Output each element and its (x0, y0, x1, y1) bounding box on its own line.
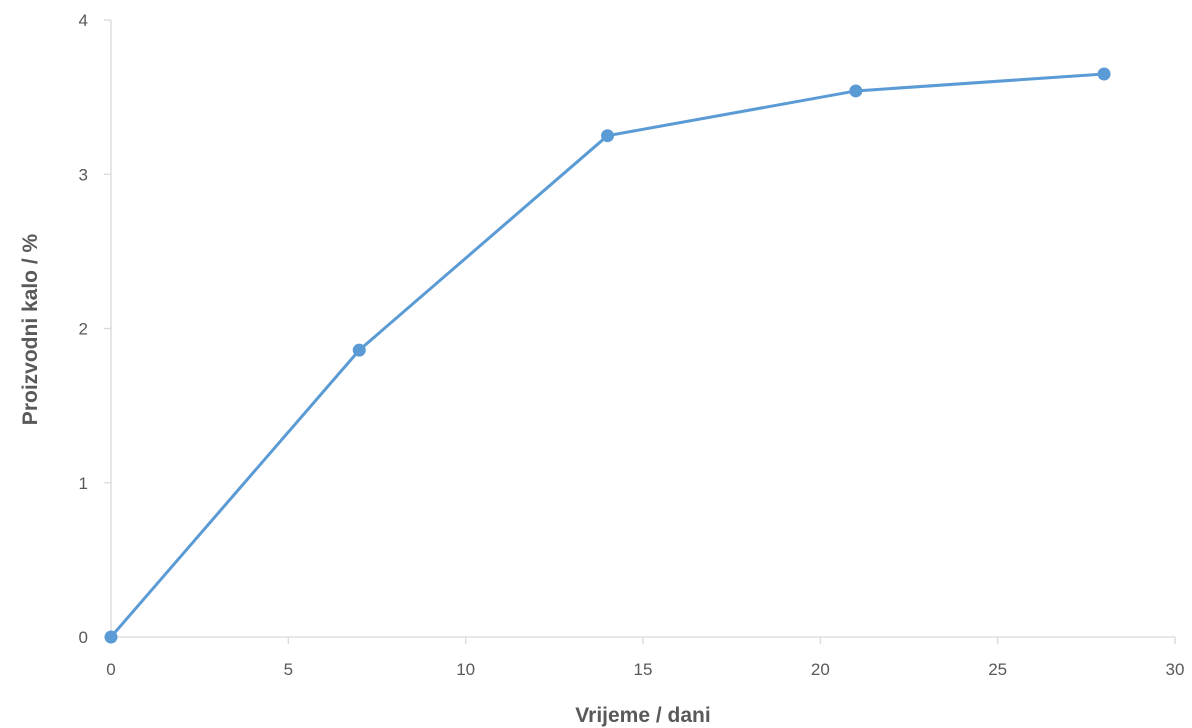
y-tick-label: 4 (79, 11, 88, 30)
data-point (1097, 67, 1111, 81)
tick-labels: 0 1 2 3 4 0 5 10 15 20 25 30 (79, 11, 1185, 679)
y-tick-label: 2 (79, 320, 88, 339)
y-tick-label: 0 (79, 628, 88, 647)
x-tick-label: 5 (284, 660, 293, 679)
data-series (104, 67, 1111, 644)
x-axis-title: Vrijeme / dani (575, 704, 710, 727)
x-tick-label: 10 (456, 660, 475, 679)
data-point (849, 84, 863, 98)
y-tick-label: 3 (79, 165, 88, 184)
data-point (601, 129, 615, 143)
x-tick-label: 25 (988, 660, 1007, 679)
x-tick-label: 15 (634, 660, 653, 679)
data-point (352, 343, 366, 357)
x-tick-label: 30 (1166, 660, 1185, 679)
x-tick-label: 0 (106, 660, 115, 679)
data-point (104, 630, 118, 644)
y-tick-label: 1 (79, 474, 88, 493)
y-axis-title: Proizvodni kalo / % (19, 233, 42, 425)
x-tick-label: 20 (811, 660, 830, 679)
series-line (109, 72, 1106, 639)
axes (104, 19, 1176, 644)
